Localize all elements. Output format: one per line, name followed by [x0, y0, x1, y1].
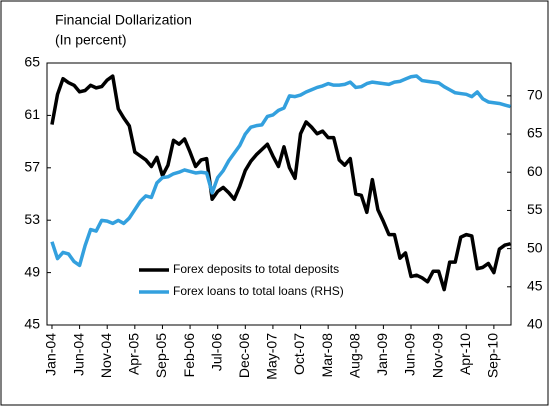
x-tick-label: Mar-08 — [319, 333, 335, 378]
x-tick-label: Sep-05 — [153, 333, 169, 378]
x-tick-label: Feb-06 — [181, 333, 197, 378]
y2-tick-label: 40 — [527, 316, 543, 332]
x-tick-label: Sep-10 — [485, 333, 501, 378]
y-tick-label: 61 — [24, 106, 40, 122]
x-tick-label: Jun-09 — [402, 333, 418, 376]
series-line — [50, 74, 511, 268]
y2-tick-label: 55 — [527, 201, 543, 217]
y2-tick-label: 50 — [527, 239, 543, 255]
x-tick-label: Dec-06 — [236, 333, 252, 378]
y2-tick-label: 70 — [527, 87, 543, 103]
y2-tick-label: 65 — [527, 125, 543, 141]
x-tick-label: Jun-04 — [70, 333, 86, 376]
plot-area — [46, 62, 512, 326]
x-tick-label: Nov-09 — [429, 333, 445, 378]
y-tick-label: 57 — [24, 159, 40, 175]
chart-subtitle: (In percent) — [55, 32, 127, 48]
x-tick-label: Nov-04 — [98, 333, 114, 378]
x-tick-label: Jan-04 — [43, 333, 59, 376]
legend-label: Forex deposits to total deposits — [173, 262, 339, 276]
x-tick-label: Apr-10 — [457, 333, 473, 375]
x-tick-label: Jul-06 — [208, 333, 224, 371]
y-tick-label: 65 — [24, 54, 40, 70]
y-tick-label: 53 — [24, 211, 40, 227]
x-tick-label: Jan-09 — [374, 333, 390, 376]
y2-tick-label: 45 — [527, 278, 543, 294]
x-tick-label: Oct-07 — [291, 333, 307, 375]
y-tick-label: 49 — [24, 263, 40, 279]
series-line — [50, 74, 511, 292]
x-tick-label: Aug-08 — [346, 333, 362, 378]
chart-title: Financial Dollarization — [55, 12, 192, 28]
x-tick-label: Apr-05 — [126, 333, 142, 375]
y2-tick-label: 60 — [527, 163, 543, 179]
x-tick-label: May-07 — [264, 333, 280, 380]
legend-label: Forex loans to total loans (RHS) — [173, 284, 344, 298]
y-tick-label: 45 — [24, 316, 40, 332]
